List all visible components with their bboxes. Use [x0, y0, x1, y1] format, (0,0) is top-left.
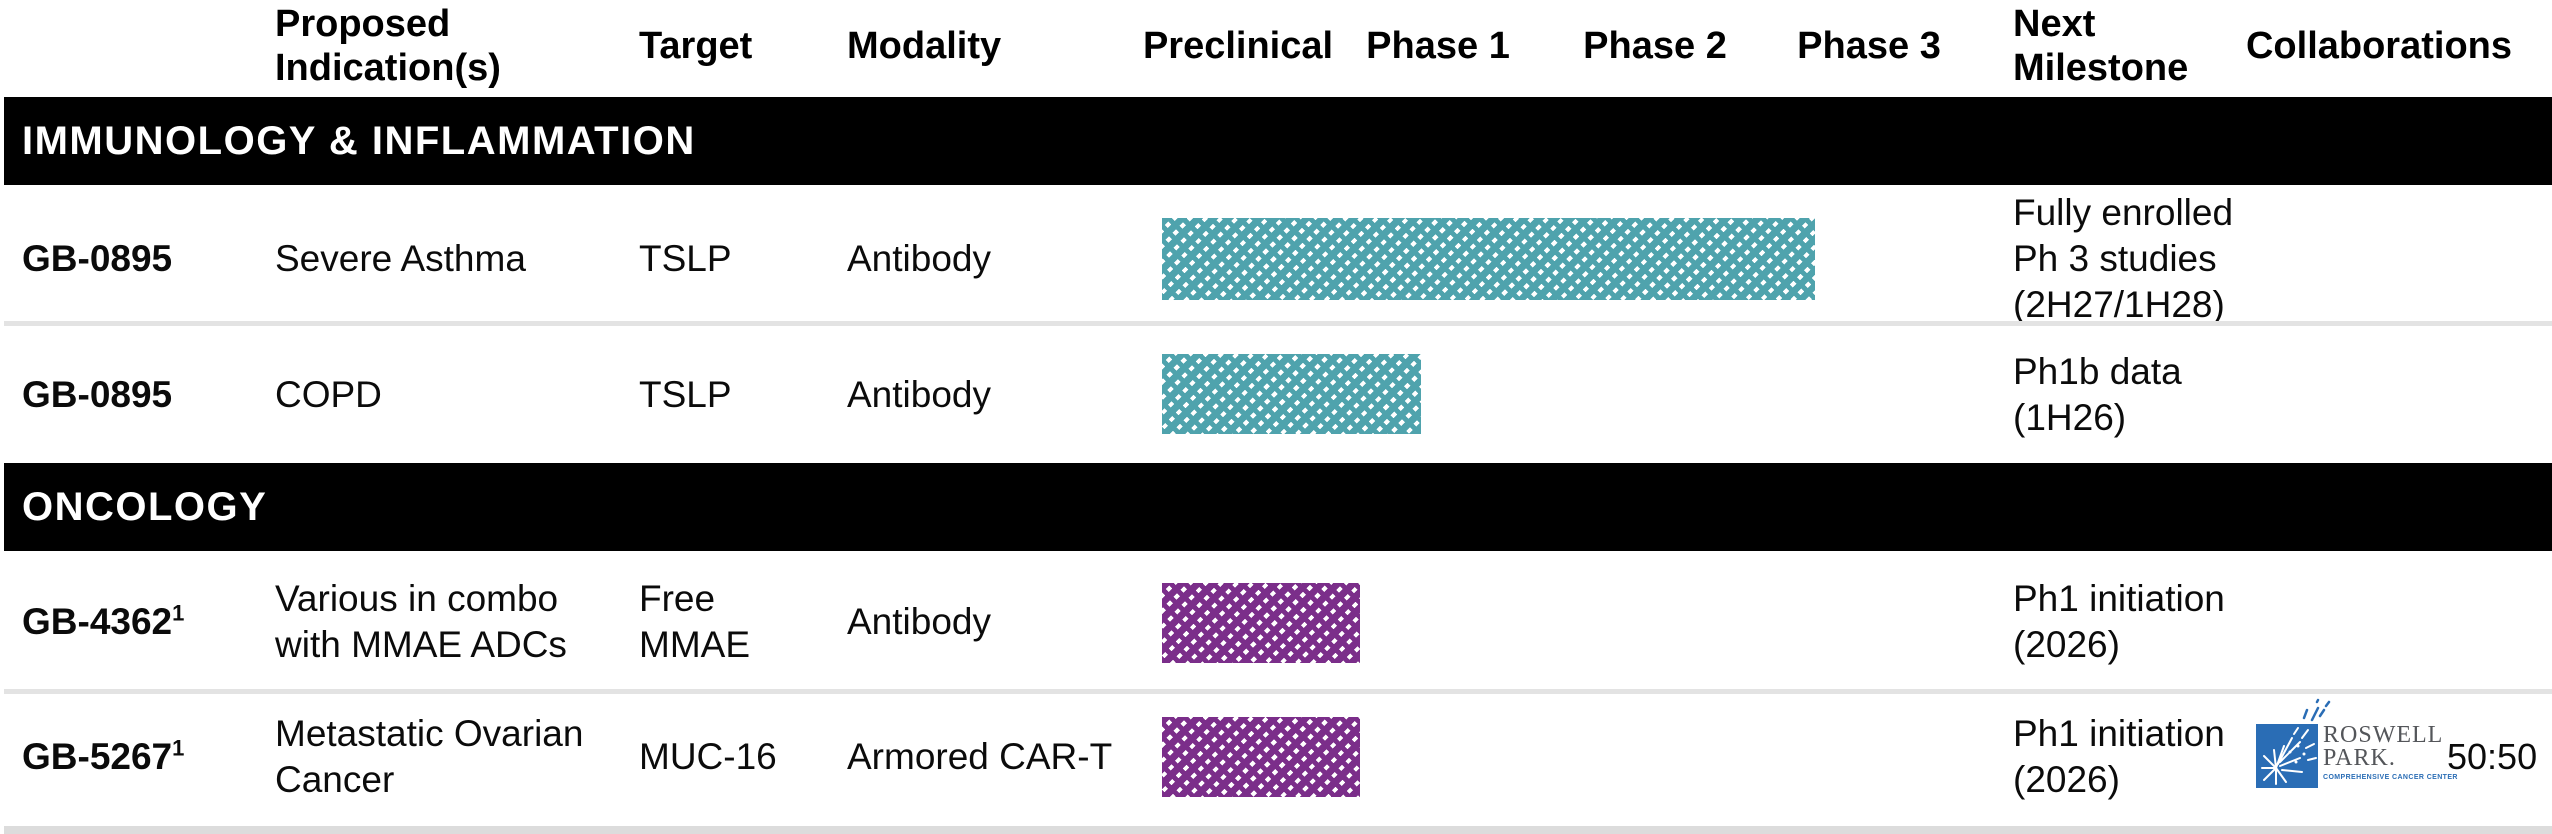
column-header-modality: Modality [847, 25, 1002, 67]
program-name: GB-52671 [22, 734, 184, 780]
program-footnote: 1 [172, 735, 185, 761]
target-cell: MUC-16 [639, 736, 777, 777]
stage-bar-gb4362 [1162, 583, 1360, 663]
program-label: GB-0895 [22, 374, 173, 415]
program-name: GB-0895 [22, 236, 172, 282]
bottom-separator [4, 826, 2552, 834]
column-header-collaborations: Collaborations [2245, 25, 2513, 67]
logo-text-subline: COMPREHENSIVE CANCER CENTER [2323, 774, 2458, 781]
row-separator [4, 689, 2552, 694]
stage-bar-gb5267 [1162, 717, 1360, 797]
program-name: GB-43621 [22, 599, 184, 645]
modality-cell: Antibody [847, 601, 991, 642]
column-header-phase2: Phase 2 [1583, 25, 1727, 67]
logo-text-line2: PARK. [2323, 745, 2396, 771]
indication-cell: Various in combo with MMAE ADCs [275, 578, 567, 665]
next-milestone-cell: Ph1 initiation (2026) [2013, 578, 2225, 665]
program-label: GB-4362 [22, 601, 173, 642]
table-row: GB-43621 Various in combo with MMAE ADCs… [0, 553, 2552, 691]
section-header-oncology: ONCOLOGY [4, 463, 2552, 551]
section-header-label: IMMUNOLOGY & INFLAMMATION [22, 118, 696, 163]
column-header-phase1: Phase 1 [1366, 25, 1510, 67]
indication-cell: COPD [275, 374, 382, 415]
table-row: GB-52671 Metastatic Ovarian Cancer MUC-1… [0, 691, 2552, 823]
column-header-next-milestone: Next Milestone [2013, 3, 2189, 89]
next-milestone-cell: Fully enrolled Ph 3 studies (2H27/1H28) [2013, 192, 2234, 325]
program-footnote: 1 [172, 600, 185, 626]
next-milestone-cell: Ph1b data (1H26) [2013, 351, 2182, 438]
target-cell: Free MMAE [639, 578, 750, 665]
modality-cell: Antibody [847, 238, 991, 279]
logo-outer-sparks [2302, 698, 2331, 722]
collaboration-split-ratio: 50:50 [2447, 736, 2538, 777]
logo-text-line1: ROSWELL [2323, 722, 2444, 748]
column-header-phase3: Phase 3 [1797, 25, 1941, 67]
indication-cell: Severe Asthma [275, 238, 526, 279]
table-row: GB-0895 Severe Asthma TSLP Antibody Full… [0, 190, 2552, 328]
table-row: GB-0895 COPD TSLP Antibody Ph1b data (1H… [0, 327, 2552, 463]
column-header-indication: Proposed Indication(s) [275, 3, 501, 89]
logo-starburst [2261, 727, 2317, 785]
program-label: GB-0895 [22, 238, 173, 279]
program-label: GB-5267 [22, 736, 173, 777]
row-separator [4, 321, 2552, 326]
target-cell: TSLP [639, 238, 732, 279]
column-header-preclinical: Preclinical [1142, 25, 1334, 67]
stage-bar-gb0895-asthma [1162, 218, 1815, 300]
target-cell: TSLP [639, 374, 732, 415]
program-name: GB-0895 [22, 372, 172, 418]
next-milestone-cell: Ph1 initiation (2026) [2013, 713, 2225, 800]
logo-spark-dots [2288, 744, 2306, 764]
section-header-label: ONCOLOGY [22, 484, 268, 529]
stage-bar-gb0895-copd [1162, 354, 1421, 434]
roswell-park-logo-icon [2256, 698, 2331, 788]
section-header-immunology: IMMUNOLOGY & INFLAMMATION [4, 97, 2552, 185]
roswell-park-logo-text: ROSWELL PARK. COMPREHENSIVE CANCER CENTE… [2323, 722, 2458, 781]
modality-cell: Antibody [847, 374, 991, 415]
modality-cell: Armored CAR-T [847, 736, 1113, 777]
indication-cell: Metastatic Ovarian Cancer [275, 713, 584, 800]
column-header-target: Target [639, 25, 753, 67]
